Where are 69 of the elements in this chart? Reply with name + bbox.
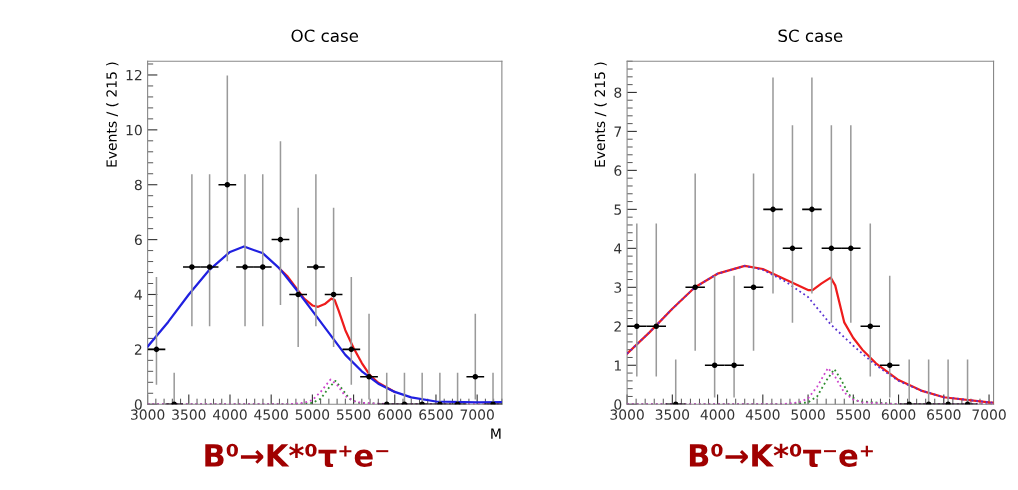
x-tick-label: 4500 [745, 409, 780, 420]
text: B⁰→K*⁰τ⁺e⁻ [205, 443, 389, 468]
text: B⁰→K*⁰τ⁻e⁺ [689, 443, 873, 468]
y-tick-label: 0 [614, 399, 622, 410]
point [945, 401, 951, 405]
y-tick-label: 5 [614, 204, 622, 215]
point [867, 323, 874, 330]
point [295, 291, 301, 298]
point [472, 374, 479, 380]
point [330, 291, 337, 298]
point [828, 245, 835, 252]
x-tick-label: 3500 [172, 409, 206, 420]
y-tick-label: 4 [134, 289, 142, 300]
y-tick-label: 10 [126, 124, 142, 136]
chart-title: OC case [291, 29, 359, 43]
point [692, 284, 698, 291]
point [259, 264, 266, 270]
x-tick-label: 6500 [419, 409, 453, 420]
point [153, 346, 160, 353]
point [770, 206, 776, 213]
y-tick-label: 3 [614, 282, 622, 293]
point [653, 323, 660, 330]
x-axis-title: M [491, 428, 501, 439]
x-tick-label: 5500 [836, 409, 871, 420]
point [242, 264, 248, 270]
x-tick-label: 3000 [610, 409, 644, 420]
y-tick-label: 12 [126, 69, 142, 81]
y-tick-label: 0 [134, 399, 142, 410]
point [750, 284, 757, 291]
point [277, 236, 284, 243]
y-tick-label: 4 [614, 243, 622, 254]
x-tick-label: 3500 [655, 409, 690, 420]
point [224, 181, 231, 188]
y-tick-label: 1 [614, 360, 621, 371]
x-tick-label: 7000 [460, 409, 494, 420]
y-axis-title: Events / ( 215 ) [106, 62, 119, 167]
y-tick-label: 2 [614, 321, 621, 332]
y-tick-label: 6 [134, 234, 142, 246]
x-tick-label: 4000 [213, 409, 247, 420]
x-tick-label: 6000 [881, 409, 916, 420]
y-tick-label: 8 [614, 87, 622, 98]
point [313, 264, 319, 270]
point [731, 362, 737, 369]
x-tick-label: 5500 [336, 409, 371, 420]
point [848, 245, 854, 252]
point [886, 362, 893, 369]
point [348, 346, 355, 353]
x-tick-label: 6500 [927, 409, 961, 420]
y-axis-title: Events / ( 215 ) [594, 62, 607, 167]
chart-title: SC case [778, 29, 843, 43]
x-tick-label: 6000 [378, 409, 412, 420]
x-tick-label: 3000 [131, 409, 165, 420]
x-tick-label: 5000 [295, 409, 330, 420]
point [189, 264, 195, 270]
y-tick-label: 6 [614, 165, 622, 176]
y-tick-label: 2 [134, 344, 142, 355]
point [206, 264, 213, 270]
point [809, 206, 815, 213]
point [711, 362, 718, 369]
y-tick-label: 7 [614, 126, 622, 137]
point [366, 374, 372, 380]
y-tick-label: 8 [134, 179, 142, 191]
x-tick-label: 4500 [254, 409, 288, 420]
x-tick-label: 4000 [700, 409, 735, 420]
point [437, 401, 443, 405]
point [789, 245, 796, 252]
x-tick-label: 7000 [972, 409, 1006, 420]
point [634, 323, 640, 330]
x-tick-label: 5000 [791, 409, 825, 420]
